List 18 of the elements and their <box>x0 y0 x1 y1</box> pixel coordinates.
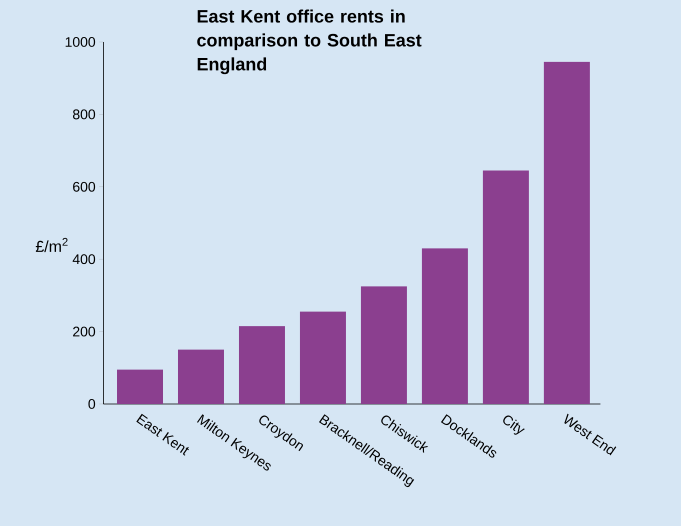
bar <box>360 286 407 404</box>
y-tick-label: 800 <box>72 109 96 120</box>
bar <box>422 248 468 404</box>
bar <box>544 62 590 404</box>
bar <box>117 370 164 404</box>
y-tick-label: 200 <box>73 326 96 337</box>
x-tick-label: East Kent <box>136 414 189 456</box>
y-tick-label: 600 <box>73 182 96 192</box>
x-tick-label: City <box>503 416 525 435</box>
bar <box>178 350 224 404</box>
bar <box>238 326 285 404</box>
y-axis-title: £/m$^{2}$ <box>36 238 68 252</box>
chart-title: East Kent office rents in comparison to South East England <box>197 10 422 74</box>
y-tick-label: 400 <box>72 254 96 264</box>
bar <box>300 312 346 404</box>
y-tick-label: 0 <box>88 399 96 409</box>
y-tick-label: 1000 <box>66 37 96 47</box>
bar <box>482 170 529 404</box>
